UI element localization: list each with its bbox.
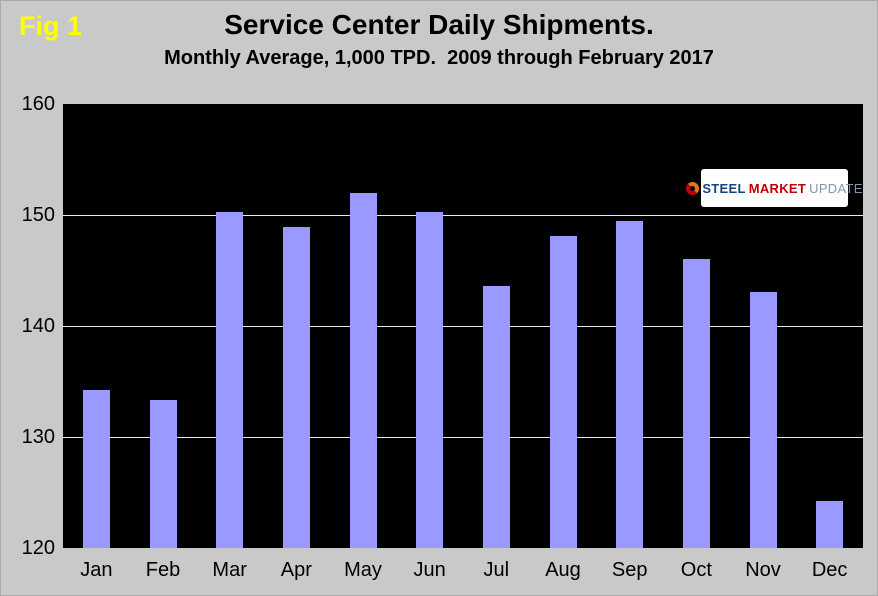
- bar-sep: [616, 220, 644, 548]
- bar-apr: [282, 227, 310, 548]
- chart-title: Service Center Daily Shipments.: [224, 9, 654, 40]
- bar-oct: [682, 259, 710, 548]
- y-tick-label-140: 140: [21, 315, 55, 337]
- x-tick-label-dec: Dec: [811, 559, 848, 581]
- bar-jan: [82, 390, 110, 548]
- x-tick-label-apr: Apr: [280, 559, 312, 581]
- bar-aug: [549, 236, 577, 548]
- logo-text-update: UPDATE: [809, 180, 863, 196]
- gridline-130: [63, 437, 863, 438]
- chart-subtitle: Monthly Average, 1,000 TPD. 2009 through…: [164, 47, 714, 69]
- gridline-140: [63, 326, 863, 327]
- x-tick-label-nov: Nov: [745, 559, 781, 581]
- logo-text-steel: STEEL: [702, 180, 746, 196]
- steel-market-update-logo: STEEL MARKET UPDATE: [686, 169, 862, 207]
- x-tick-label-oct: Oct: [680, 559, 712, 581]
- y-tick-label-160: 160: [21, 93, 55, 115]
- bar-feb: [149, 400, 177, 548]
- logo-text-market: MARKET: [748, 180, 807, 196]
- figure-number-label: Fig 1: [19, 11, 83, 41]
- x-tick-label-jul: Jul: [483, 559, 510, 581]
- bar-nov: [749, 291, 777, 548]
- x-tick-label-may: May: [344, 559, 382, 581]
- bar-dec: [816, 501, 844, 548]
- x-tick-label-aug: Aug: [545, 559, 581, 581]
- bar-jul: [482, 286, 510, 548]
- x-tick-label-sep: Sep: [611, 559, 648, 581]
- x-tick-label-jan: Jan: [80, 559, 113, 581]
- bar-may: [349, 192, 377, 548]
- bar-jun: [416, 211, 444, 548]
- x-tick-label-mar: Mar: [212, 559, 247, 581]
- x-tick-label-jun: Jun: [413, 559, 446, 581]
- y-tick-label-130: 130: [21, 426, 55, 448]
- x-tick-label-feb: Feb: [145, 559, 181, 581]
- y-tick-label-120: 120: [21, 537, 55, 559]
- gridline-150: [63, 215, 863, 216]
- smu-circle-icon: [686, 181, 700, 195]
- y-tick-label-150: 150: [21, 204, 55, 226]
- bar-mar: [216, 211, 244, 548]
